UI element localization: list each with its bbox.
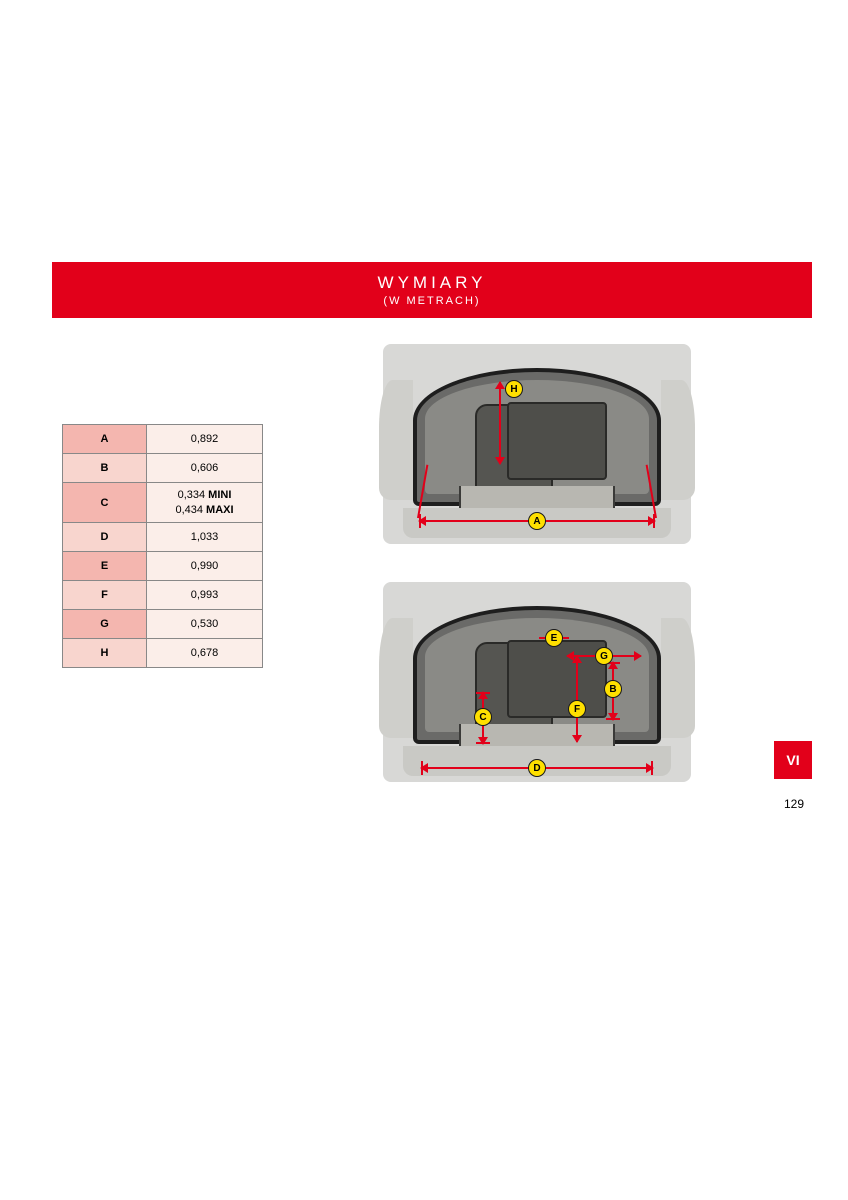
dimension-badge: G xyxy=(595,647,613,665)
tick-mark xyxy=(476,742,490,744)
dimension-arrow-c: C xyxy=(475,692,491,744)
table-row: H 0,678 xyxy=(63,639,263,668)
dim-value: 0,606 xyxy=(147,454,263,483)
stripe xyxy=(786,270,796,318)
tick-mark xyxy=(606,718,620,720)
folded-seat-panel xyxy=(507,402,607,480)
trunk-cavity xyxy=(413,368,661,506)
dimensions-table: A 0,892 B 0,606 C 0,334 MINI 0,434 MAXI … xyxy=(62,424,263,668)
fender-left xyxy=(379,618,413,738)
page-number: 129 xyxy=(784,797,804,811)
table-row: B 0,606 xyxy=(63,454,263,483)
dim-value: 0,990 xyxy=(147,552,263,581)
table-row: G 0,530 xyxy=(63,610,263,639)
dim-value-line: 0,434 MAXI xyxy=(147,503,262,517)
dimension-arrow-d: D xyxy=(421,760,653,776)
dim-label: E xyxy=(63,552,147,581)
stripe xyxy=(754,286,764,318)
trunk-cavity xyxy=(413,606,661,744)
arrow-line xyxy=(576,656,578,742)
dimension-arrow-h: H xyxy=(491,382,509,464)
dim-value-line: 0,334 MINI xyxy=(147,488,262,502)
arrowhead-icon xyxy=(572,655,582,663)
car-trunk-illustration xyxy=(383,582,691,782)
dim-label: C xyxy=(63,483,147,523)
arrowhead-icon xyxy=(572,735,582,743)
tick-mark xyxy=(476,692,490,694)
table-row: D 1,033 xyxy=(63,523,263,552)
dim-value: 0,892 xyxy=(147,425,263,454)
dim-value: 1,033 xyxy=(147,523,263,552)
fender-left xyxy=(379,380,413,500)
dim-value: 0,678 xyxy=(147,639,263,668)
dim-value: 0,530 xyxy=(147,610,263,639)
dim-label: F xyxy=(63,581,147,610)
table-row: F 0,993 xyxy=(63,581,263,610)
fender-right xyxy=(661,618,695,738)
header-stripes xyxy=(738,262,812,318)
dim-label: G xyxy=(63,610,147,639)
dimension-badge: A xyxy=(528,512,546,530)
dim-label: D xyxy=(63,523,147,552)
dimension-badge: D xyxy=(528,759,546,777)
dim-value: 0,334 MINI 0,434 MAXI xyxy=(147,483,263,523)
dimension-arrow-e: E xyxy=(539,630,569,646)
dimension-arrow-a: A xyxy=(419,512,655,530)
arrow-line xyxy=(499,382,501,464)
header-subtitle: (W METRACH) xyxy=(383,295,480,307)
table-row: E 0,990 xyxy=(63,552,263,581)
stripe xyxy=(770,278,780,318)
chapter-tab: VI xyxy=(774,741,812,779)
stripe xyxy=(802,262,812,318)
dim-label: A xyxy=(63,425,147,454)
table-row: C 0,334 MINI 0,434 MAXI xyxy=(63,483,263,523)
tick-mark xyxy=(651,761,653,775)
arrowhead-icon xyxy=(495,457,505,465)
dimension-arrow-f: F xyxy=(569,656,585,742)
dim-value: 0,993 xyxy=(147,581,263,610)
table-row: A 0,892 xyxy=(63,425,263,454)
tick-mark xyxy=(421,761,423,775)
dimension-badge: B xyxy=(604,680,622,698)
dimension-badge: C xyxy=(474,708,492,726)
trunk-figure-top: H A xyxy=(383,344,691,544)
header-title: WYMIARY xyxy=(378,273,487,293)
dim-label: B xyxy=(63,454,147,483)
stripe xyxy=(738,294,748,318)
fender-right xyxy=(661,380,695,500)
dimension-badge: E xyxy=(545,629,563,647)
dim-label: H xyxy=(63,639,147,668)
trunk-figure-bottom: E G F B C D xyxy=(383,582,691,782)
header-band: WYMIARY (W METRACH) xyxy=(52,262,812,318)
dimension-badge: F xyxy=(568,700,586,718)
arrowhead-icon xyxy=(634,651,642,661)
arrowhead-icon xyxy=(495,381,505,389)
dimension-arrow-b: B xyxy=(605,662,621,720)
dimension-badge: H xyxy=(505,380,523,398)
